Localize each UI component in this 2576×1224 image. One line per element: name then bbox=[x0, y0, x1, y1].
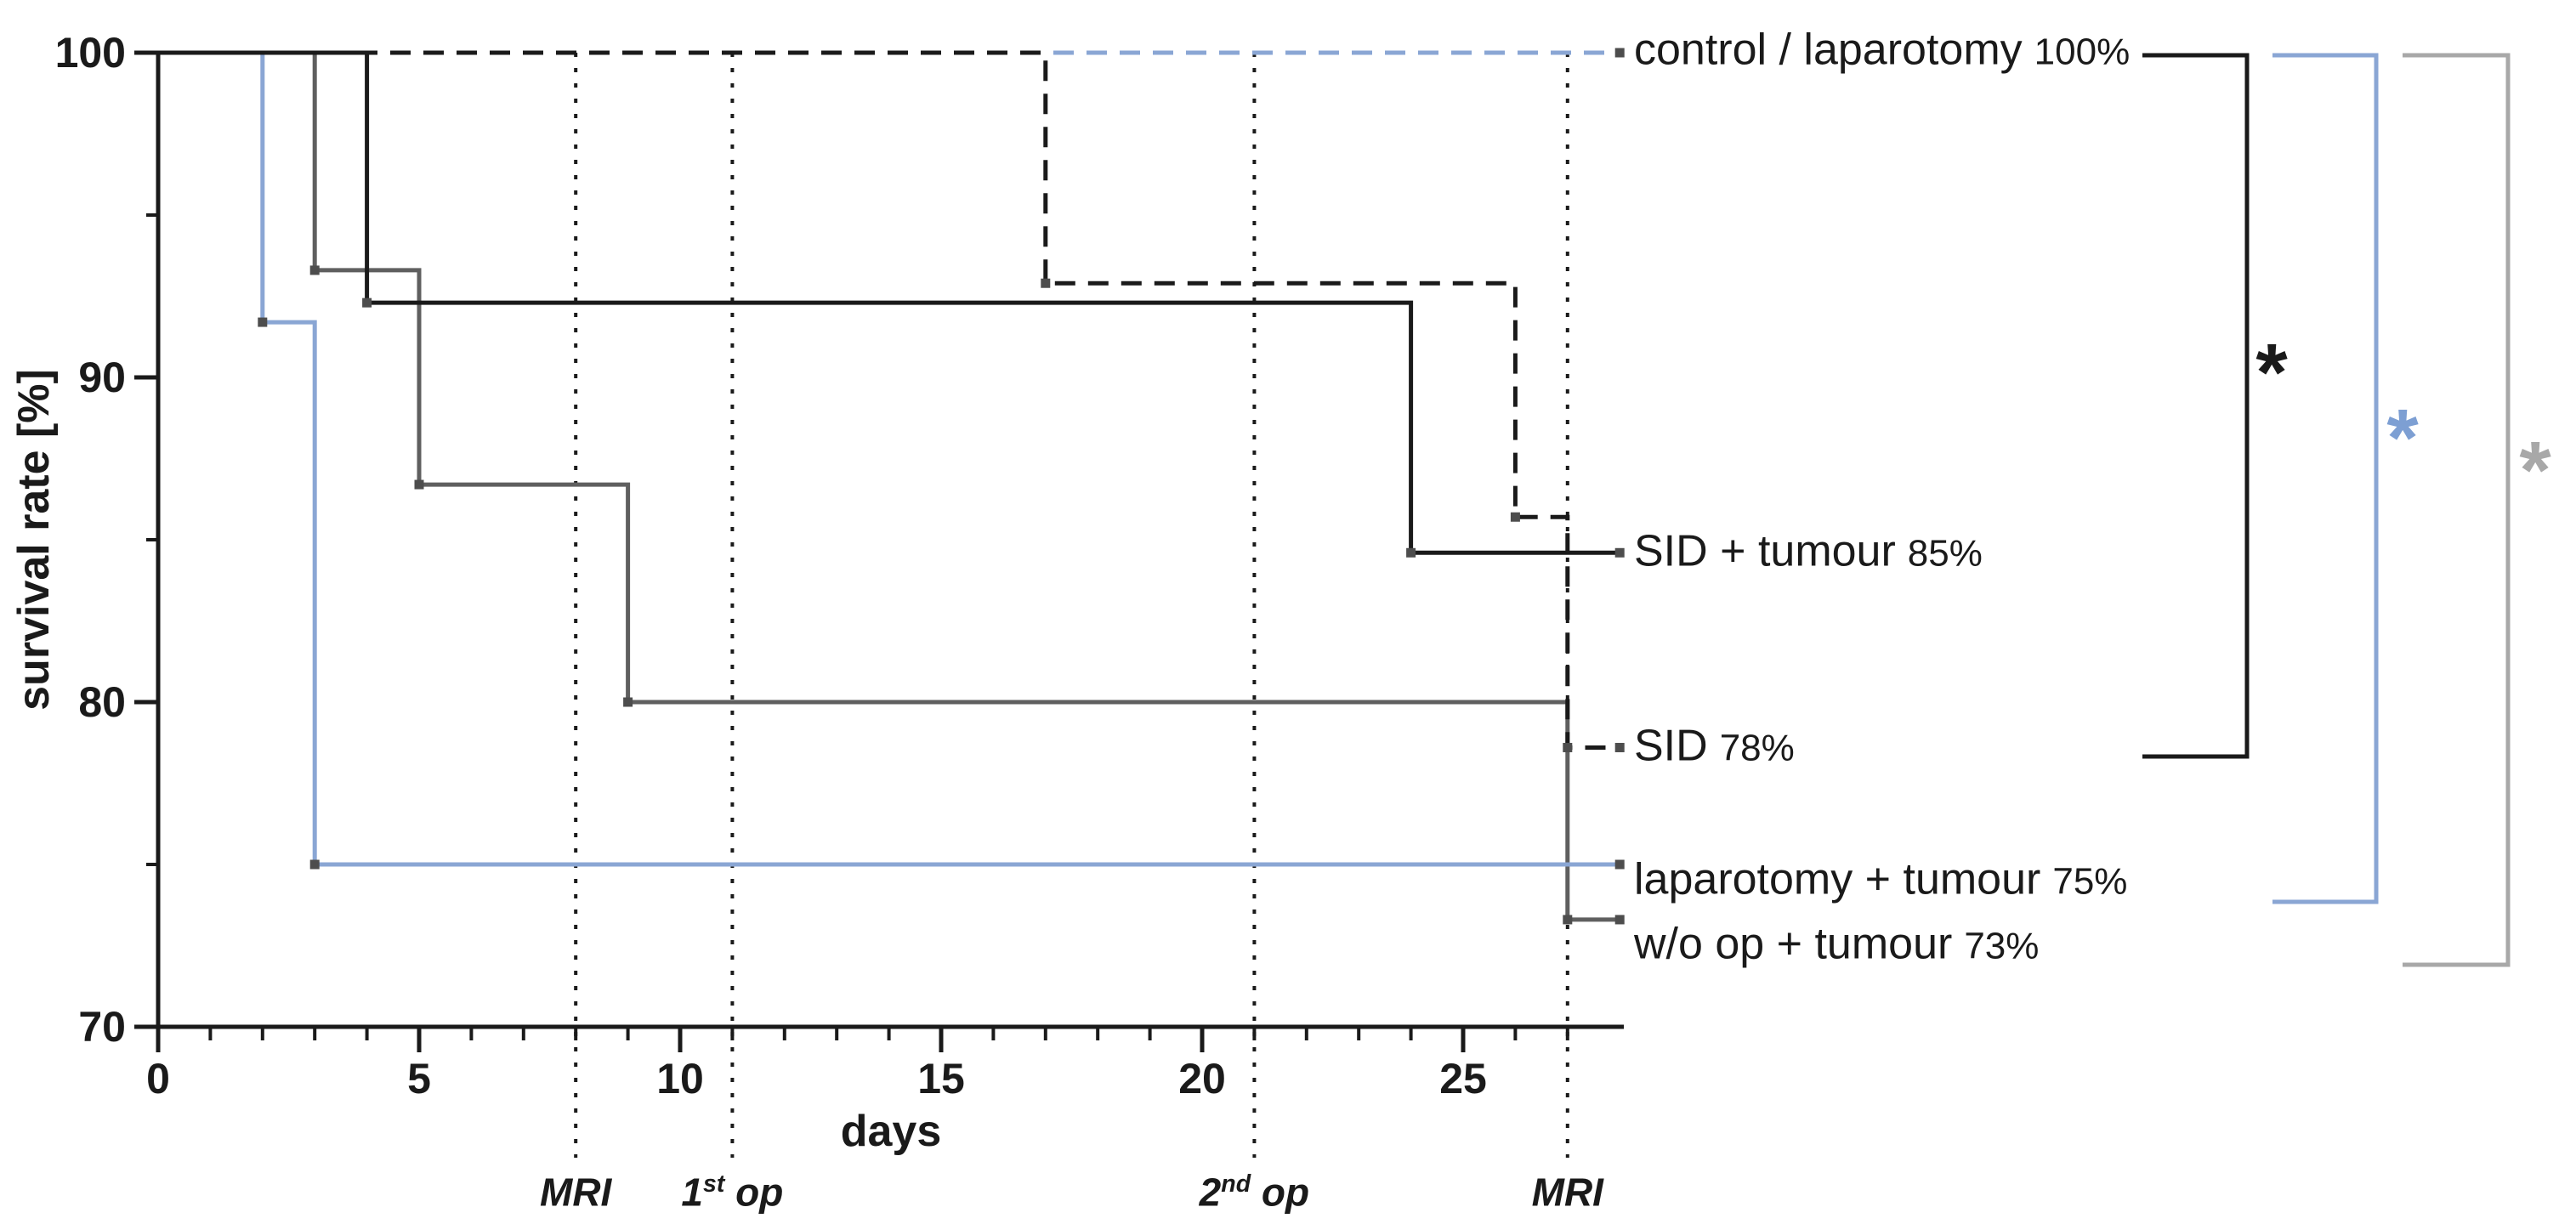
significance-layer bbox=[2142, 53, 2511, 967]
data-marker-sid-tumour-day-4 bbox=[362, 298, 372, 308]
series-line-laparotomy-tumour bbox=[158, 50, 1620, 867]
data-marker-sid-tumour-day-24 bbox=[1406, 547, 1416, 558]
series-layer bbox=[158, 50, 1620, 922]
series-line-sid bbox=[158, 50, 1620, 750]
data-marker-sid-day-17 bbox=[1041, 278, 1051, 288]
data-marker-laparotomy-tumour-day-28 bbox=[1614, 859, 1625, 870]
axes-layer bbox=[134, 50, 1624, 1052]
significance-bracket-laparotomy-tumour bbox=[2272, 53, 2379, 904]
significance-bracket-sid bbox=[2142, 53, 2250, 759]
data-marker-w-o-op-tumour-day-5 bbox=[414, 479, 424, 490]
significance-bracket-w-o-op-tumour bbox=[2403, 53, 2511, 967]
event-lines-layer bbox=[574, 53, 1569, 1158]
series-line-sid-tumour bbox=[158, 50, 1620, 555]
data-marker-sid-tumour-day-28 bbox=[1614, 547, 1625, 558]
data-marker-laparotomy-tumour-day-2 bbox=[258, 317, 268, 327]
data-marker-sid-day-28 bbox=[1614, 742, 1625, 752]
data-marker-sid-day-26 bbox=[1510, 512, 1520, 522]
data-marker-w-o-op-tumour-day-27 bbox=[1563, 915, 1573, 925]
data-marker-laparotomy-tumour-day-3 bbox=[309, 859, 320, 870]
data-marker-w-o-op-tumour-day-9 bbox=[623, 697, 633, 707]
markers-layer bbox=[258, 48, 1625, 925]
data-marker-w-o-op-tumour-day-3 bbox=[309, 265, 320, 275]
series-line-w-o-op-tumour bbox=[158, 50, 1620, 922]
data-marker-control-laparotomy-day-28 bbox=[1614, 48, 1625, 58]
data-marker-w-o-op-tumour-day-28 bbox=[1614, 915, 1625, 925]
data-marker-sid-day-27 bbox=[1563, 742, 1573, 752]
